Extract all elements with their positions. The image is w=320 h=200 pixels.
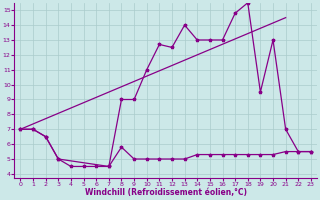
X-axis label: Windchill (Refroidissement éolien,°C): Windchill (Refroidissement éolien,°C) [85,188,247,197]
